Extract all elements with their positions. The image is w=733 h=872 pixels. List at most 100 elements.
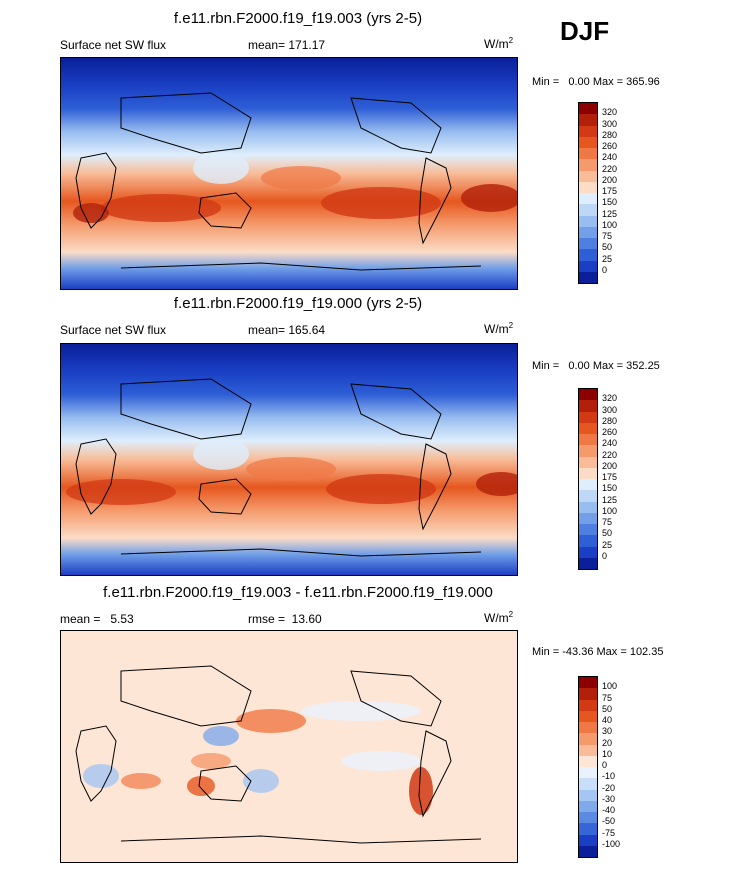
panel-3-colorbar-labels: 100 75 50 40 30 20 10 0 -10 -20 -30 -40 -50 -75 -100 bbox=[602, 676, 642, 856]
panel-2-map bbox=[60, 343, 518, 576]
colorbar-swatch bbox=[579, 159, 597, 171]
panel-2-units: W/m2 bbox=[484, 321, 514, 336]
colorbar-swatch bbox=[579, 238, 597, 250]
colorbar-swatch bbox=[579, 755, 597, 767]
colorbar-swatch bbox=[579, 136, 597, 148]
colorbar-swatch bbox=[579, 148, 597, 160]
colorbar-tick-label: 50 bbox=[602, 703, 613, 714]
panel-2-colorbar-labels: 320 300 280 260 240 220 200 175 150 125 100 75 50 25 0 bbox=[602, 388, 642, 568]
colorbar-swatch bbox=[579, 422, 597, 434]
panel-2-colorbar bbox=[578, 388, 598, 570]
colorbar-swatch bbox=[579, 512, 597, 524]
colorbar-tick-label: 280 bbox=[602, 129, 618, 140]
panel-1-map-image bbox=[61, 58, 517, 289]
colorbar-swatch bbox=[579, 733, 597, 745]
colorbar-tick-label: -30 bbox=[602, 793, 616, 804]
colorbar-tick-label: 0 bbox=[602, 550, 608, 561]
colorbar-tick-label: -75 bbox=[602, 827, 616, 838]
colorbar-swatch bbox=[579, 125, 597, 137]
colorbar-swatch bbox=[579, 193, 597, 205]
colorbar-tick-label: -40 bbox=[602, 805, 616, 815]
colorbar-swatch bbox=[579, 800, 597, 812]
colorbar-tick-label: 10 bbox=[602, 748, 613, 759]
colorbar-tick-label: 40 bbox=[602, 715, 613, 725]
colorbar-swatch bbox=[579, 260, 597, 272]
colorbar-tick-label: 280 bbox=[602, 415, 618, 426]
colorbar-tick-label: 320 bbox=[602, 393, 618, 404]
panel-2-minmax: Min = 0.00 Max = 352.25 bbox=[532, 360, 660, 372]
panel-1-variable-label: Surface net SW flux bbox=[60, 38, 167, 52]
panel-3-units: W/m2 bbox=[484, 610, 514, 625]
panel-2-mean-label: mean= 165.64 bbox=[248, 323, 326, 337]
colorbar-swatch bbox=[579, 204, 597, 216]
colorbar-tick-label: 100 bbox=[602, 505, 618, 516]
colorbar-swatch bbox=[579, 479, 597, 491]
colorbar-swatch bbox=[579, 823, 597, 835]
colorbar-swatch bbox=[579, 710, 597, 722]
panel-2-variable-label: Surface net SW flux bbox=[60, 323, 167, 337]
colorbar-tick-label: 75 bbox=[602, 692, 613, 703]
panel-1-units: W/m2 bbox=[484, 36, 514, 51]
colorbar-tick-label: 25 bbox=[602, 539, 613, 550]
colorbar-tick-label: -50 bbox=[602, 816, 616, 827]
colorbar-swatch bbox=[579, 400, 597, 412]
colorbar-tick-label: 150 bbox=[602, 197, 618, 208]
colorbar-tick-label: 175 bbox=[602, 472, 618, 482]
colorbar-swatch bbox=[579, 722, 597, 734]
panel-1-colorbar-labels: 320 300 280 260 240 220 200 175 150 125 100 75 50 25 0 bbox=[602, 102, 642, 282]
panel-3-map-image bbox=[61, 631, 517, 862]
colorbar-swatch bbox=[579, 445, 597, 457]
panel-2-title: f.e11.rbn.F2000.f19_f19.000 (yrs 2-5) bbox=[173, 295, 423, 312]
colorbar-tick-label: -100 bbox=[602, 838, 621, 849]
colorbar-tick-label: 100 bbox=[602, 219, 618, 230]
colorbar-swatch bbox=[579, 226, 597, 238]
colorbar-tick-label: 75 bbox=[602, 517, 613, 527]
colorbar-swatch bbox=[579, 699, 597, 711]
colorbar-swatch bbox=[579, 467, 597, 479]
panel-2-map-image bbox=[61, 344, 517, 575]
panel-3-map bbox=[60, 630, 518, 863]
colorbar-tick-label: 100 bbox=[602, 681, 618, 692]
panel-1-map bbox=[60, 57, 518, 290]
colorbar-tick-label: 50 bbox=[602, 528, 613, 539]
colorbar-tick-label: 200 bbox=[602, 174, 618, 185]
colorbar-tick-label: 0 bbox=[602, 264, 608, 275]
colorbar-tick-label: 300 bbox=[602, 404, 618, 415]
colorbar-tick-label: 320 bbox=[602, 107, 618, 118]
colorbar-tick-label: 125 bbox=[602, 494, 618, 505]
colorbar-tick-label: -20 bbox=[602, 782, 616, 793]
colorbar-swatch bbox=[579, 501, 597, 513]
colorbar-tick-label: 50 bbox=[602, 242, 613, 253]
panel-3-rmse-label: rmse = 13.60 bbox=[248, 612, 322, 626]
colorbar-swatch bbox=[579, 778, 597, 790]
panel-3-mean-label: mean = 5.53 bbox=[60, 612, 134, 626]
colorbar-swatch bbox=[579, 434, 597, 446]
colorbar-swatch bbox=[579, 535, 597, 547]
colorbar-swatch bbox=[579, 170, 597, 182]
colorbar-tick-label: 0 bbox=[602, 760, 608, 770]
colorbar-swatch bbox=[579, 845, 597, 857]
colorbar-swatch bbox=[579, 389, 597, 401]
colorbar-swatch bbox=[579, 490, 597, 502]
colorbar-tick-label: 260 bbox=[602, 427, 618, 437]
colorbar-swatch bbox=[579, 215, 597, 227]
colorbar-swatch bbox=[579, 249, 597, 261]
colorbar-tick-label: 220 bbox=[602, 163, 618, 174]
colorbar-tick-label: 20 bbox=[602, 737, 613, 748]
season-label: DJF bbox=[560, 16, 610, 46]
colorbar-swatch bbox=[579, 456, 597, 468]
panel-3-colorbar bbox=[578, 676, 598, 858]
colorbar-swatch bbox=[579, 411, 597, 423]
panel-1-colorbar bbox=[578, 102, 598, 284]
colorbar-swatch bbox=[579, 834, 597, 846]
colorbar-swatch bbox=[579, 767, 597, 779]
colorbar-tick-label: 175 bbox=[602, 186, 618, 196]
colorbar-tick-label: 220 bbox=[602, 449, 618, 460]
panel-1-minmax: Min = 0.00 Max = 365.96 bbox=[532, 76, 660, 88]
colorbar-tick-label: -10 bbox=[602, 771, 616, 782]
colorbar-swatch bbox=[579, 524, 597, 536]
colorbar-swatch bbox=[579, 688, 597, 700]
colorbar-tick-label: 125 bbox=[602, 208, 618, 219]
colorbar-swatch bbox=[579, 557, 597, 569]
panel-3-minmax: Min = -43.36 Max = 102.35 bbox=[532, 646, 664, 658]
